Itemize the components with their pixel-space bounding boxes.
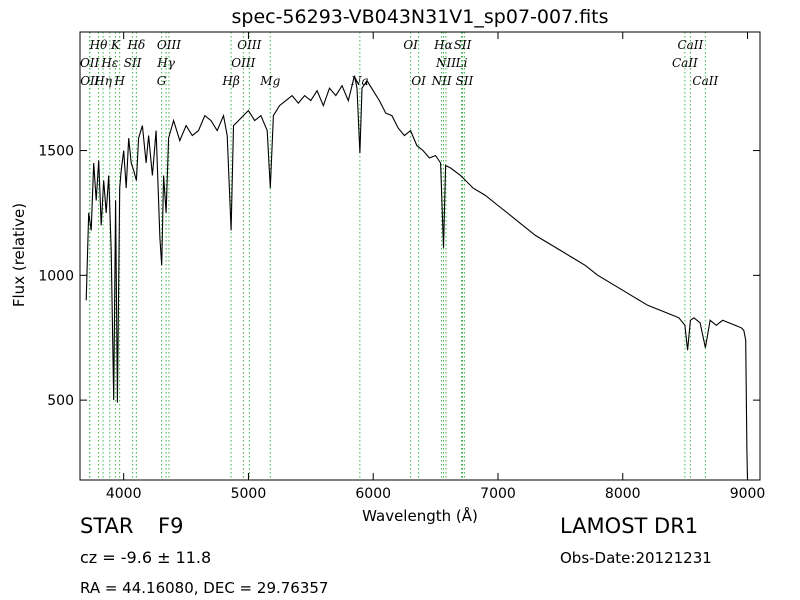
x-tick-label-0: 4000	[106, 486, 142, 502]
line-label-10: Hε	[100, 56, 118, 70]
axis-ticks: 4000 5000 6000 7000 8000 9000 500 1000 1500	[38, 32, 765, 502]
object-class: STAR	[80, 514, 134, 538]
line-label-11: SII	[124, 56, 142, 70]
line-label-18: Hη	[93, 74, 112, 88]
line-label-26: SII	[456, 74, 474, 88]
line-label-1: K	[110, 38, 121, 52]
line-label-7: SII	[454, 38, 472, 52]
line-label-0: Hθ	[89, 38, 108, 52]
line-label-25: NII	[431, 74, 452, 88]
observation-date: Obs-Date:20121231	[560, 549, 712, 567]
y-tick-label-0: 500	[47, 393, 74, 409]
line-label-21: Hβ	[221, 74, 239, 88]
spectral-line-markers	[89, 32, 706, 480]
line-label-24: OI	[411, 74, 426, 88]
line-label-17: OII	[80, 74, 100, 88]
line-label-13: OIII	[231, 56, 255, 70]
spectrum-line	[85, 75, 749, 481]
x-tick-label-3: 7000	[480, 486, 516, 502]
line-label-4: OIII	[237, 38, 261, 52]
line-label-9: OII	[80, 56, 100, 70]
plot-frame	[79, 31, 761, 481]
line-label-2: Hδ	[127, 38, 146, 52]
line-label-6: Hα	[433, 38, 453, 52]
line-label-27: CaII	[692, 74, 718, 88]
x-tick-label-4: 8000	[605, 486, 641, 502]
object-subclass: F9	[158, 514, 184, 538]
ra-dec-coordinates: RA = 44.16080, DEC = 29.76357	[80, 579, 329, 597]
line-label-12: Hγ	[156, 56, 175, 70]
line-label-16: CaII	[672, 56, 698, 70]
chart-title: spec-56293-VB043N31V1_sp07-007.fits	[231, 6, 608, 28]
line-label-5: OI	[403, 38, 418, 52]
x-axis-label: Wavelength (Å)	[362, 506, 478, 525]
line-label-20: G	[157, 74, 167, 88]
redshift-cz: cz = -9.6 ± 11.8	[80, 548, 212, 567]
x-tick-label-5: 9000	[730, 486, 766, 502]
line-label-19: H	[113, 74, 125, 88]
line-label-8: CaII	[677, 38, 703, 52]
x-tick-label-2: 6000	[355, 486, 391, 502]
survey-name: LAMOST DR1	[560, 514, 699, 538]
line-label-15: Li	[455, 56, 468, 70]
line-label-22: Mg	[259, 74, 280, 88]
line-label-14: NII	[435, 56, 456, 70]
x-tick-label-1: 5000	[231, 486, 267, 502]
y-tick-label-1: 1000	[38, 268, 74, 284]
line-label-3: OIII	[157, 38, 181, 52]
y-axis-label: Flux (relative)	[10, 203, 28, 307]
y-tick-label-2: 1500	[38, 144, 74, 160]
